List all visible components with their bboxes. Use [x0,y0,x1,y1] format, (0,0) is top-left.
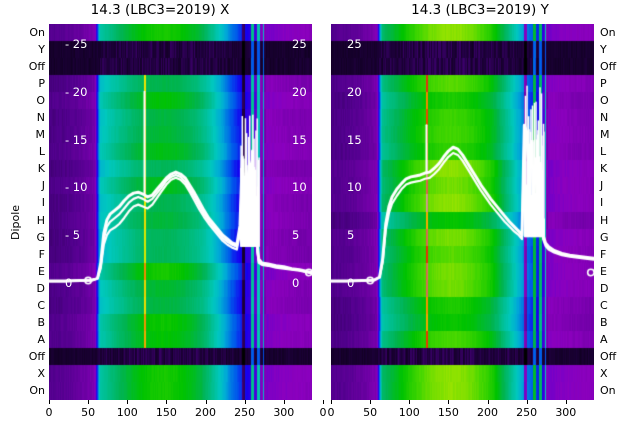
panel-y-plot[interactable] [331,24,594,400]
dipole-tick-right-k: K [600,162,608,176]
dipole-tick-left-j: J [41,179,45,193]
xtick-label-overflow: 0 [319,406,327,419]
dipole-tick-right-d: D [600,281,609,295]
dipole-tick-right-l: L [600,145,607,159]
dipole-tick-left-a: A [37,333,45,347]
dipole-tick-right-on: On [600,384,616,398]
dipole-tick-right-m: M [600,128,610,142]
dipole-tick-right-a: A [600,333,608,347]
dipole-tick-right-i: I [600,196,604,210]
dipole-tick-right-e: E [600,264,607,278]
xtick-label-0: 0 [327,406,335,419]
dipole-tick-right-x: X [600,367,608,381]
dipole-tick-left-y: Y [38,42,45,56]
xtick-label-200: 200 [477,406,499,419]
dipole-tick-left-on: On [29,25,45,39]
xtick-label-250: 250 [516,406,538,419]
xtick-label-50: 50 [363,406,378,419]
dipole-tick-left-n: N [36,111,45,124]
dipole-tick-left-off: Off [28,350,45,364]
dipole-tick-left-k: K [37,162,45,176]
dipole-tick-right-o: O [600,93,609,107]
xtick-mark-0 [49,400,50,404]
panel-x-title: 14.3 (LBC3=2019) X [90,2,230,18]
xtick-mark-100 [127,400,129,404]
dipole-tick-left-d: D [36,281,45,295]
dipole-tick-right-h: H [600,213,609,227]
dipole-tick-left-on: On [29,384,45,398]
dipole-tick-left-l: L [38,145,45,159]
xtick-label-150: 150 [437,406,459,419]
dipole-tick-right-g: G [600,230,609,244]
panel-y-title: 14.3 (LBC3=2019) Y [411,2,549,18]
dipole-tick-right-n: N [600,111,609,124]
xtick-mark-250 [244,400,246,404]
xtick-mark-150 [448,400,450,404]
dipole-tick-left-f: F [38,247,45,261]
dipole-tick-right-y: Y [600,42,607,56]
xtick-label-300: 300 [555,406,577,419]
xtick-mark-0 [331,400,332,404]
xtick-mark-100 [409,400,411,404]
xtick-label-200: 200 [195,406,217,419]
xtick-label-100: 100 [116,406,138,419]
dipole-tick-left-off: Off [28,59,45,73]
dipole-tick-left-m: M [35,128,46,142]
xtick-label-250: 250 [234,406,256,419]
dipole-tick-left-b: B [37,316,45,330]
xtick-mark-200 [487,400,489,404]
dipole-tick-left-c: C [37,299,45,312]
dipole-tick-left-p: P [38,76,45,90]
dipole-tick-left-x: X [37,367,45,381]
dipole-tick-left-e: E [38,264,45,278]
xtick-label-50: 50 [81,406,96,419]
xtick-mark-150 [166,400,168,404]
dipole-tick-right-on: On [600,25,616,39]
dipole-tick-right-off: Off [600,59,617,73]
dipole-tick-left-o: O [36,93,45,107]
xtick-mark-300 [283,400,285,404]
dipole-tick-right-p: P [600,76,607,90]
xtick-label-0: 0 [45,406,53,419]
dipole-tick-left-g: G [36,230,45,244]
dipole-tick-left-h: H [36,213,45,227]
dipole-tick-right-off: Off [600,350,617,364]
dipole-tick-left-i: I [41,196,45,210]
dipole-tick-right-f: F [600,247,607,261]
xtick-mark-200 [205,400,207,404]
xtick-mark-overflow [322,400,324,404]
dipole-tick-right-b: B [600,316,608,330]
panel-x-plot[interactable] [49,24,312,400]
dipole-tick-right-j: J [600,179,604,193]
xtick-mark-300 [565,400,567,404]
xtick-mark-50 [88,400,90,404]
dipole-tick-right-c: C [600,299,608,312]
xtick-label-150: 150 [155,406,177,419]
xtick-mark-250 [526,400,528,404]
xtick-label-300: 300 [273,406,295,419]
xtick-mark-50 [370,400,372,404]
xtick-label-100: 100 [398,406,420,419]
